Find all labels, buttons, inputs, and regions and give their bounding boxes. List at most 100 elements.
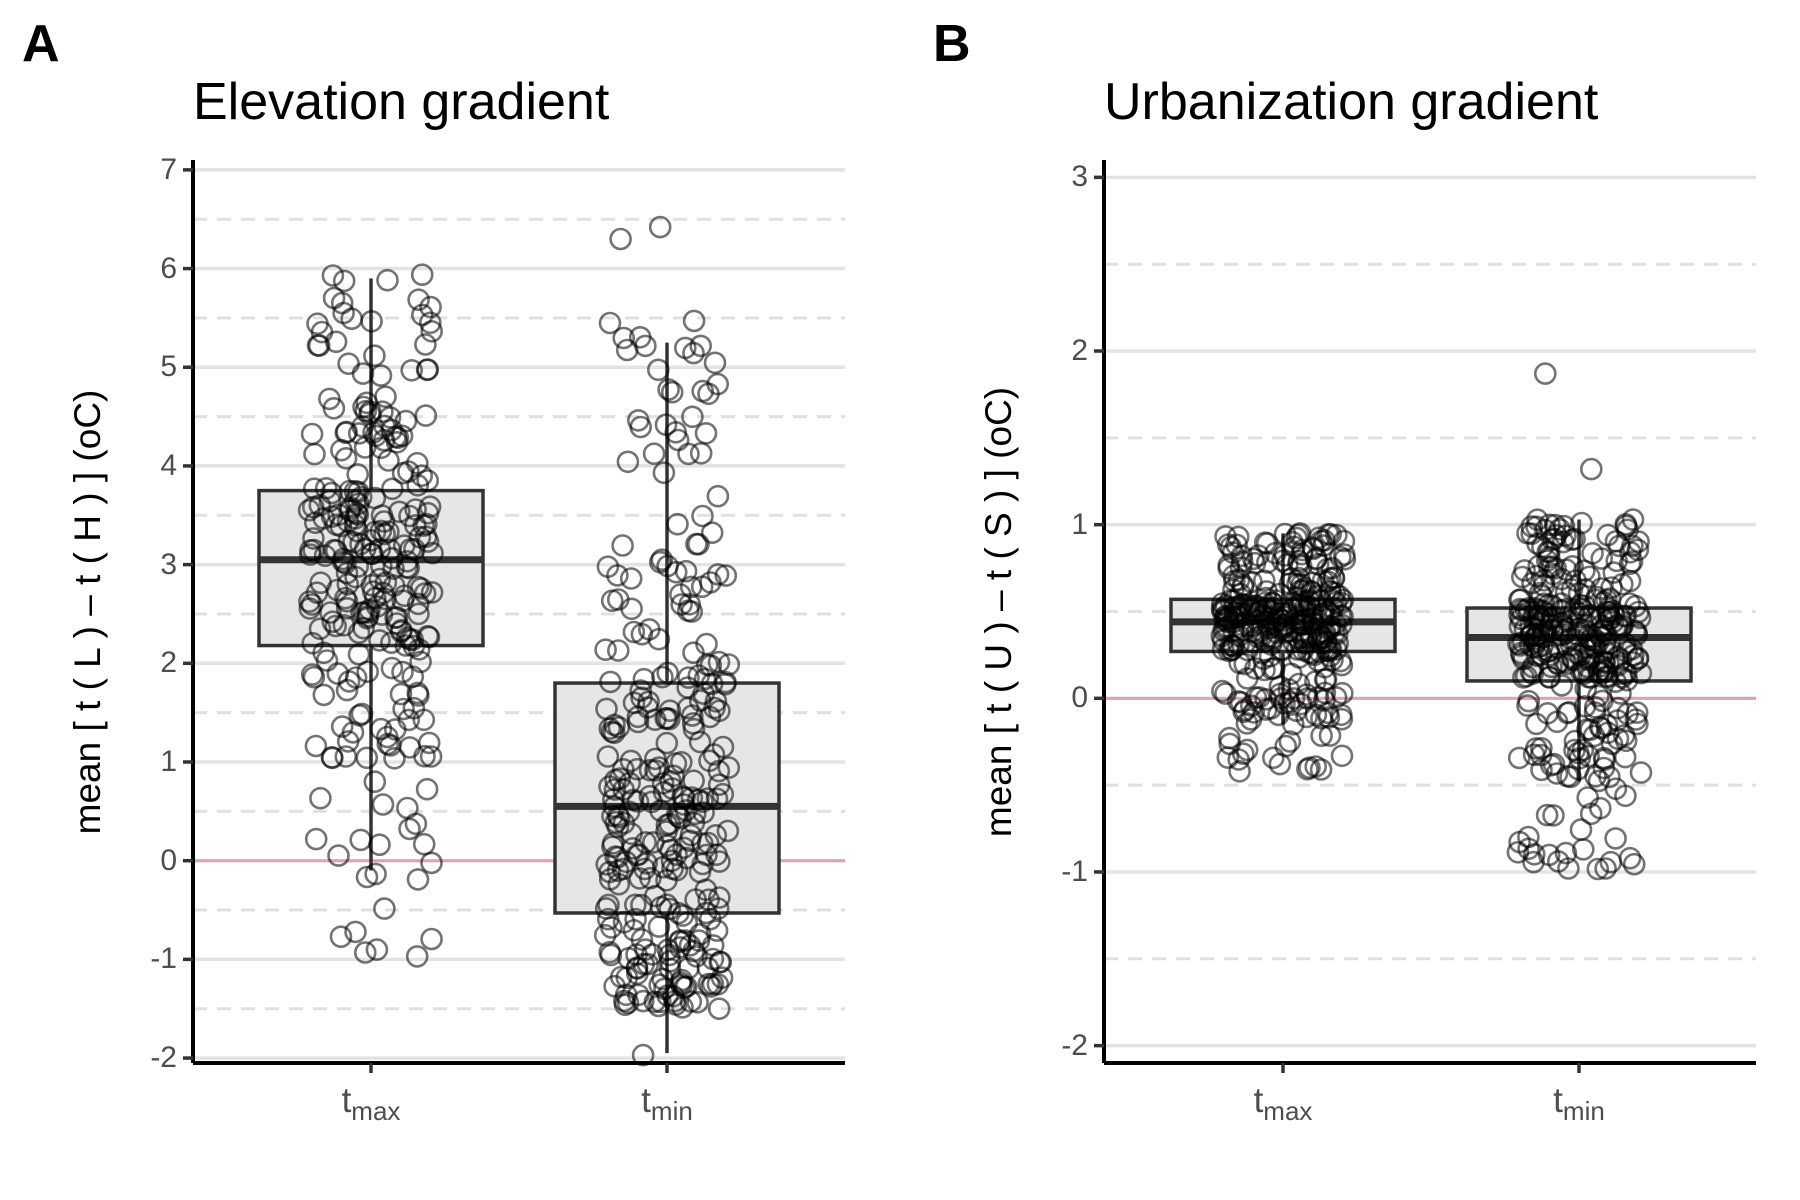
x-tick-label-min: tmin <box>1553 1081 1605 1127</box>
data-point <box>324 539 348 562</box>
data-point <box>393 584 416 608</box>
data-point <box>403 537 426 561</box>
data-point <box>1612 724 1636 747</box>
y-tick-label: -2 <box>150 1041 177 1075</box>
data-point <box>682 641 705 665</box>
data-point <box>410 303 434 327</box>
data-point <box>332 613 356 637</box>
data-point <box>1604 827 1627 850</box>
data-point <box>1285 526 1308 550</box>
data-point <box>689 441 713 465</box>
data-point <box>1304 547 1328 571</box>
y-tick-label: 5 <box>160 350 177 384</box>
data-point <box>612 910 636 934</box>
data-point <box>1626 538 1650 562</box>
data-point <box>1552 514 1576 538</box>
data-point <box>374 571 398 594</box>
data-point <box>694 901 718 925</box>
data-point <box>657 707 681 731</box>
data-point <box>1615 640 1638 663</box>
data-point <box>380 477 404 501</box>
data-point <box>656 661 680 685</box>
data-point <box>625 943 648 966</box>
x-tick-label-max: tmax <box>1254 1081 1313 1127</box>
data-point <box>680 786 704 809</box>
data-point <box>1315 639 1338 663</box>
data-point <box>681 712 705 735</box>
y-tick-label: -1 <box>150 942 177 976</box>
data-point <box>1276 552 1299 576</box>
data-point <box>300 422 324 446</box>
data-point <box>669 750 693 774</box>
x-tick-label-max: tmax <box>342 1081 401 1127</box>
data-point <box>1228 759 1251 783</box>
data-point <box>410 263 434 287</box>
data-point <box>377 520 400 544</box>
data-point <box>332 269 356 293</box>
data-point <box>1220 638 1243 662</box>
data-point <box>641 831 665 854</box>
data-point <box>349 828 373 852</box>
data-point <box>1596 523 1620 547</box>
data-point <box>1516 521 1539 545</box>
data-point <box>661 857 684 881</box>
data-point <box>1609 617 1632 641</box>
data-point <box>671 904 695 927</box>
data-point <box>364 862 387 886</box>
data-point <box>1285 699 1308 723</box>
data-point <box>672 793 696 816</box>
data-point <box>1620 550 1644 573</box>
data-point <box>1627 530 1650 553</box>
data-point <box>606 639 630 662</box>
data-point <box>688 689 712 712</box>
data-point <box>1541 528 1564 551</box>
data-point <box>414 404 438 427</box>
data-point <box>335 596 359 620</box>
data-point <box>717 653 741 676</box>
data-point <box>302 527 325 550</box>
data-point <box>420 927 443 951</box>
data-point <box>321 610 345 634</box>
data-point <box>674 559 698 583</box>
data-point <box>671 996 694 1019</box>
y-tick-label: 6 <box>160 251 177 285</box>
data-point <box>706 484 730 508</box>
data-point <box>681 405 704 429</box>
data-point <box>327 844 350 867</box>
data-point <box>397 460 420 483</box>
data-point <box>688 860 712 884</box>
data-point <box>612 326 636 350</box>
data-point <box>368 629 391 652</box>
data-point <box>303 442 326 466</box>
data-point <box>682 309 706 333</box>
data-point <box>696 831 720 855</box>
data-point <box>1271 638 1294 662</box>
data-point <box>373 897 396 920</box>
data-point <box>594 638 617 662</box>
data-point <box>398 817 421 841</box>
data-point <box>716 819 740 843</box>
data-point <box>664 420 688 444</box>
data-point <box>1508 615 1532 638</box>
data-point <box>647 994 670 1018</box>
data-point <box>604 768 627 792</box>
data-point <box>318 387 341 411</box>
data-point <box>1262 746 1285 770</box>
data-point <box>682 939 705 963</box>
data-point <box>606 588 630 611</box>
data-point <box>1223 569 1246 593</box>
data-point <box>707 759 731 783</box>
data-point <box>392 534 416 557</box>
data-point <box>416 501 440 525</box>
panel-b-plot <box>1094 160 1756 1073</box>
x-tick-subscript: max <box>1263 1096 1313 1126</box>
data-point <box>335 678 359 702</box>
data-point <box>404 498 427 521</box>
data-point <box>1579 802 1603 826</box>
data-point <box>302 538 326 562</box>
data-point <box>335 420 358 444</box>
data-point <box>1595 665 1619 689</box>
data-point <box>1554 524 1577 548</box>
data-point <box>1212 599 1236 623</box>
y-tick-label: 3 <box>1071 160 1088 194</box>
